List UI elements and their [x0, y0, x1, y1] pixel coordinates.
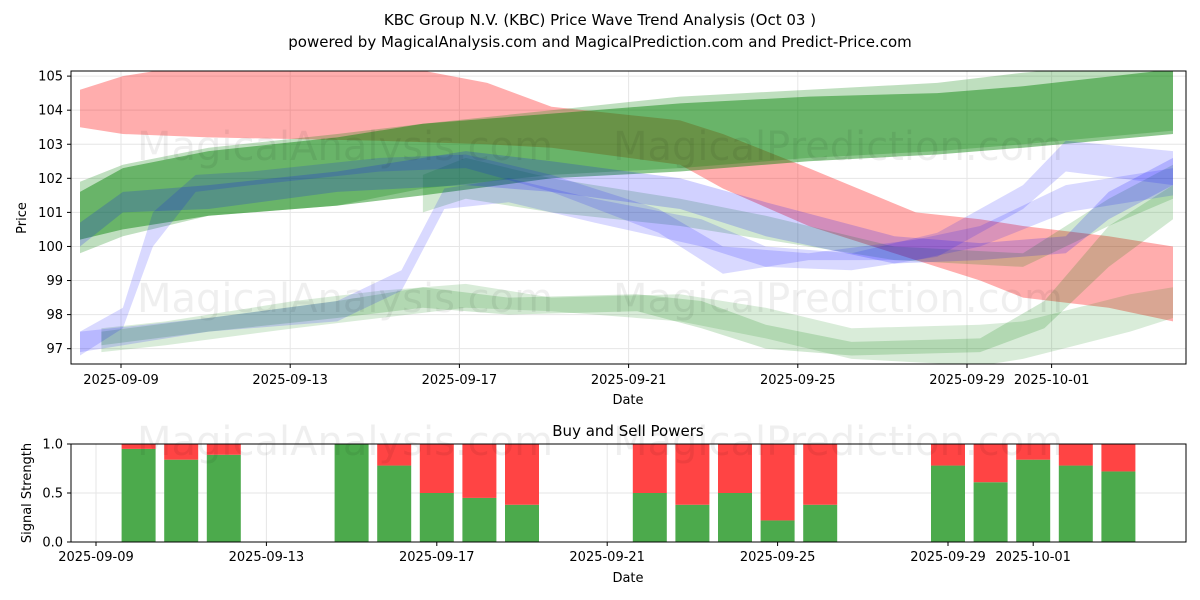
sell-bar: [632, 444, 667, 493]
price-y-tick-label: 104: [38, 104, 63, 119]
price-grid: [71, 71, 1186, 364]
green-wave-1: [80, 71, 1173, 240]
price-y-label: Price: [15, 202, 30, 234]
price-y-tick-label: 105: [38, 70, 63, 85]
sell-bar: [462, 444, 497, 498]
buy-bar: [419, 493, 454, 542]
signal-x-tick-label: 2025-09-29: [910, 550, 986, 565]
sell-bar: [973, 444, 1008, 483]
signal-title: Buy and Sell Powers: [552, 422, 704, 440]
sell-bar: [164, 444, 199, 460]
price-x-tick-label: 2025-09-25: [760, 373, 836, 388]
price-x-ticks: 2025-09-09 2025-09-13 2025-09-17 2025-09-21…: [83, 364, 1089, 388]
buy-bar: [973, 482, 1008, 542]
buy-bar: [675, 504, 710, 542]
signal-x-tick-label: 2025-09-13: [229, 550, 305, 565]
buy-bar: [206, 454, 241, 542]
buy-bar: [803, 504, 838, 542]
signal-y-tick-label: 0.0: [42, 536, 63, 551]
watermark-prediction-mid: MagicalPrediction.com: [613, 276, 1063, 322]
signal-x-tick-label: 2025-10-01: [995, 550, 1071, 565]
buy-bar: [164, 459, 199, 542]
buy-bar: [632, 493, 667, 542]
price-y-tick-label: 99: [46, 274, 63, 289]
green-wave-2: [80, 71, 1173, 254]
signal-x-tick-label: 2025-09-25: [740, 550, 816, 565]
price-x-tick-label: 2025-09-13: [252, 373, 328, 388]
signal-bars: [121, 444, 1136, 542]
signal-y-tick-label: 0.5: [42, 487, 63, 502]
watermark-analysis-bottom: MagicalAnalysis.com: [137, 419, 553, 465]
buy-bar: [334, 444, 369, 542]
price-y-tick-label: 101: [38, 206, 63, 221]
red-wave: [80, 71, 1173, 322]
buy-bar: [718, 493, 752, 542]
green-wave-4: [101, 185, 1173, 356]
price-x-tick-label: 2025-09-17: [422, 373, 498, 388]
signal-panel: Buy and Sell Powers MagicalAnalysis.com …: [20, 419, 1187, 586]
buy-bar: [1016, 459, 1051, 542]
sell-bar: [1058, 444, 1093, 466]
green-wave-3: [101, 283, 1173, 364]
buy-bar: [121, 448, 156, 542]
sell-bar: [760, 444, 795, 521]
blue-wave-1: [80, 151, 1173, 264]
blue-wave-3: [80, 140, 1173, 353]
signal-x-label: Date: [612, 571, 643, 586]
price-waves: [80, 71, 1173, 364]
price-x-tick-label: 2025-10-01: [1014, 373, 1090, 388]
buy-bar: [505, 504, 539, 542]
watermark-analysis-mid: MagicalAnalysis.com: [137, 276, 553, 322]
buy-bar: [377, 465, 412, 542]
sell-bar: [718, 444, 752, 493]
signal-x-ticks: 2025-09-09 2025-09-13 2025-09-17 2025-09-21…: [58, 542, 1071, 565]
price-panel: MagicalAnalysis.com MagicalPrediction.co…: [15, 70, 1187, 408]
sell-bar: [1101, 444, 1136, 472]
price-y-tick-label: 100: [38, 240, 63, 255]
signal-x-tick-label: 2025-09-21: [569, 550, 645, 565]
signal-y-ticks: 0.0 0.5 1.0: [42, 438, 71, 551]
price-x-tick-label: 2025-09-09: [83, 373, 159, 388]
watermark-analysis-top: MagicalAnalysis.com: [137, 124, 553, 170]
price-x-tick-label: 2025-09-29: [929, 373, 1005, 388]
signal-y-label: Signal Strength: [20, 443, 35, 543]
sell-bar: [206, 444, 241, 455]
sell-bar: [803, 444, 838, 505]
price-y-tick-label: 103: [38, 138, 63, 153]
signal-y-tick-label: 1.0: [42, 438, 63, 453]
price-x-tick-label: 2025-09-21: [591, 373, 667, 388]
sell-bar: [505, 444, 539, 505]
price-x-label: Date: [612, 393, 643, 408]
buy-bar: [1058, 465, 1093, 542]
sell-bar: [419, 444, 454, 493]
green-wave-5: [422, 157, 1173, 267]
sell-bar: [121, 444, 156, 449]
buy-bar: [760, 520, 795, 542]
price-y-ticks: 97 98 99 100 101 102 103 104 105: [38, 70, 71, 357]
price-y-tick-label: 97: [46, 342, 63, 357]
buy-bar: [1101, 471, 1136, 542]
chart-title: KBC Group N.V. (KBC) Price Wave Trend An…: [384, 11, 816, 29]
buy-bar: [462, 497, 497, 542]
watermark-prediction-top: MagicalPrediction.com: [613, 124, 1063, 170]
watermark-prediction-bottom: MagicalPrediction.com: [613, 419, 1063, 465]
signal-x-tick-label: 2025-09-09: [58, 550, 134, 565]
sell-bar: [675, 444, 710, 505]
signal-x-tick-label: 2025-09-17: [399, 550, 475, 565]
price-y-tick-label: 98: [46, 308, 63, 323]
chart-subtitle: powered by MagicalAnalysis.com and Magic…: [288, 33, 912, 51]
price-y-tick-label: 102: [38, 172, 63, 187]
buy-bar: [931, 465, 965, 542]
sell-bar: [1016, 444, 1051, 460]
sell-bar: [377, 444, 412, 466]
sell-bar: [931, 444, 965, 466]
